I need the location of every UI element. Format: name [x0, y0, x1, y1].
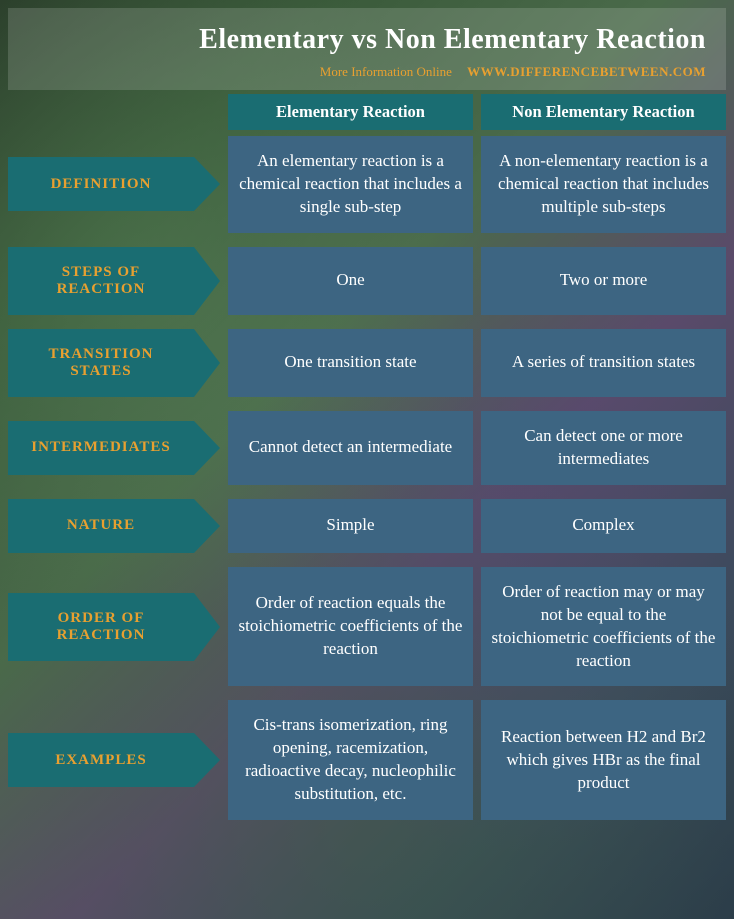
row-label: STEPS OF REACTION [8, 247, 194, 315]
row-label-wrap: EXAMPLES [8, 700, 224, 820]
cell-left: An elementary reaction is a chemical rea… [228, 136, 473, 233]
table-row: STEPS OF REACTION OneTwo or more [8, 247, 726, 315]
table-row: EXAMPLES Cis-trans isomerization, ring op… [8, 700, 726, 820]
column-header-right: Non Elementary Reaction [481, 94, 726, 130]
rows-container: DEFINITION An elementary reaction is a ch… [8, 136, 726, 820]
row-label: DEFINITION [8, 157, 194, 211]
cell-left: One transition state [228, 329, 473, 397]
row-label-wrap: DEFINITION [8, 136, 224, 233]
cell-right: Reaction between H2 and Br2 which gives … [481, 700, 726, 820]
column-headers: Elementary Reaction Non Elementary React… [8, 94, 726, 130]
page-title: Elementary vs Non Elementary Reaction [28, 24, 706, 56]
row-label-wrap: STEPS OF REACTION [8, 247, 224, 315]
row-label: EXAMPLES [8, 733, 194, 787]
row-label-wrap: TRANSITION STATES [8, 329, 224, 397]
row-label-wrap: ORDER OF REACTION [8, 567, 224, 687]
source-url[interactable]: WWW.DIFFERENCEBETWEEN.COM [467, 64, 706, 79]
table-row: INTERMEDIATES Cannot detect an intermedia… [8, 411, 726, 485]
cell-right: Order of reaction may or may not be equa… [481, 567, 726, 687]
cell-right: A series of transition states [481, 329, 726, 397]
row-label: NATURE [8, 499, 194, 553]
column-spacer [8, 94, 224, 130]
cell-right: Can detect one or more intermediates [481, 411, 726, 485]
cell-left: Simple [228, 499, 473, 553]
row-label-wrap: NATURE [8, 499, 224, 553]
column-header-left: Elementary Reaction [228, 94, 473, 130]
cell-right: A non-elementary reaction is a chemical … [481, 136, 726, 233]
row-label: TRANSITION STATES [8, 329, 194, 397]
more-info-text: More Information Online [320, 64, 452, 79]
table-row: ORDER OF REACTION Order of reaction equal… [8, 567, 726, 687]
row-label-wrap: INTERMEDIATES [8, 411, 224, 485]
cell-left: Cannot detect an intermediate [228, 411, 473, 485]
cell-left: One [228, 247, 473, 315]
row-label: INTERMEDIATES [8, 421, 194, 475]
cell-left: Order of reaction equals the stoichiomet… [228, 567, 473, 687]
table-row: NATURE SimpleComplex [8, 499, 726, 553]
infographic-container: Elementary vs Non Elementary Reaction Mo… [0, 0, 734, 842]
row-label: ORDER OF REACTION [8, 593, 194, 661]
cell-left: Cis-trans isomerization, ring opening, r… [228, 700, 473, 820]
subline: More Information Online WWW.DIFFERENCEBE… [28, 64, 706, 80]
header: Elementary vs Non Elementary Reaction Mo… [8, 8, 726, 90]
table-row: TRANSITION STATES One transition stateA s… [8, 329, 726, 397]
cell-right: Complex [481, 499, 726, 553]
cell-right: Two or more [481, 247, 726, 315]
table-row: DEFINITION An elementary reaction is a ch… [8, 136, 726, 233]
